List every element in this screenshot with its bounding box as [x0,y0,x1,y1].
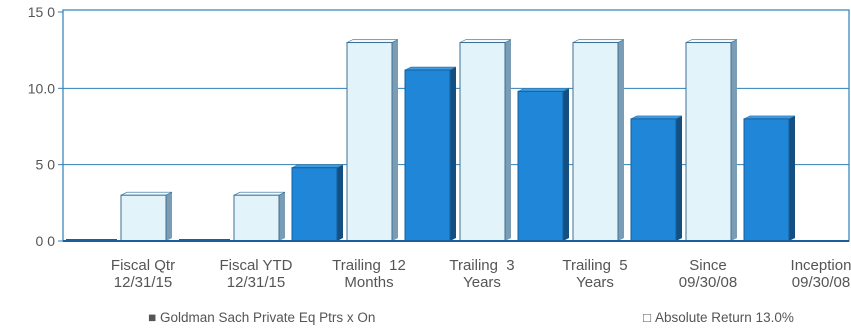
bar [233,191,286,242]
legend-item-label: Goldman Sach Private Eq Ptrs x On [160,310,375,325]
x-tick-label: Years [576,274,614,291]
x-tick-label: Inception [791,257,851,274]
y-tick-label: 5 0 [36,157,56,173]
bar [572,39,625,242]
legend-item-label: Absolute Return 13.0% [655,310,794,325]
bar [120,191,173,242]
x-tick-label: Trailing 12 [332,257,406,274]
x-tick-label: 12/31/15 [114,274,172,291]
x-tick-label: Trailing 3 [449,257,514,274]
x-tick-label: Fiscal Qtr [111,257,175,274]
x-tick-label: Trailing 5 [562,257,627,274]
legend: ■ Goldman Sach Private Eq Ptrs x On □ Ab… [148,310,794,325]
bar [630,115,683,242]
legend-item-marker: ■ [148,310,156,325]
bar [685,39,738,242]
y-tick-label: 10.0 [28,80,55,96]
x-tick-label: 09/30/08 [792,274,850,291]
bar [459,39,512,242]
bar [404,66,457,242]
y-tick-label: 15 0 [28,4,55,20]
x-tick-label: Fiscal YTD [219,257,292,274]
bar [743,115,796,242]
x-tick-label: Months [344,274,393,291]
bars [63,39,849,242]
y-axis: 0 0 5 0 10.0 15 0 [28,4,63,249]
x-tick-label: 12/31/15 [227,274,285,291]
x-tick-label: 09/30/08 [679,274,737,291]
legend-item-marker: □ [643,310,651,325]
bar [291,164,344,242]
x-tick-label: Since [689,257,727,274]
bar [517,88,570,242]
bar [346,39,399,242]
x-tick-label: Years [463,274,501,291]
y-tick-label: 0 0 [36,233,56,249]
